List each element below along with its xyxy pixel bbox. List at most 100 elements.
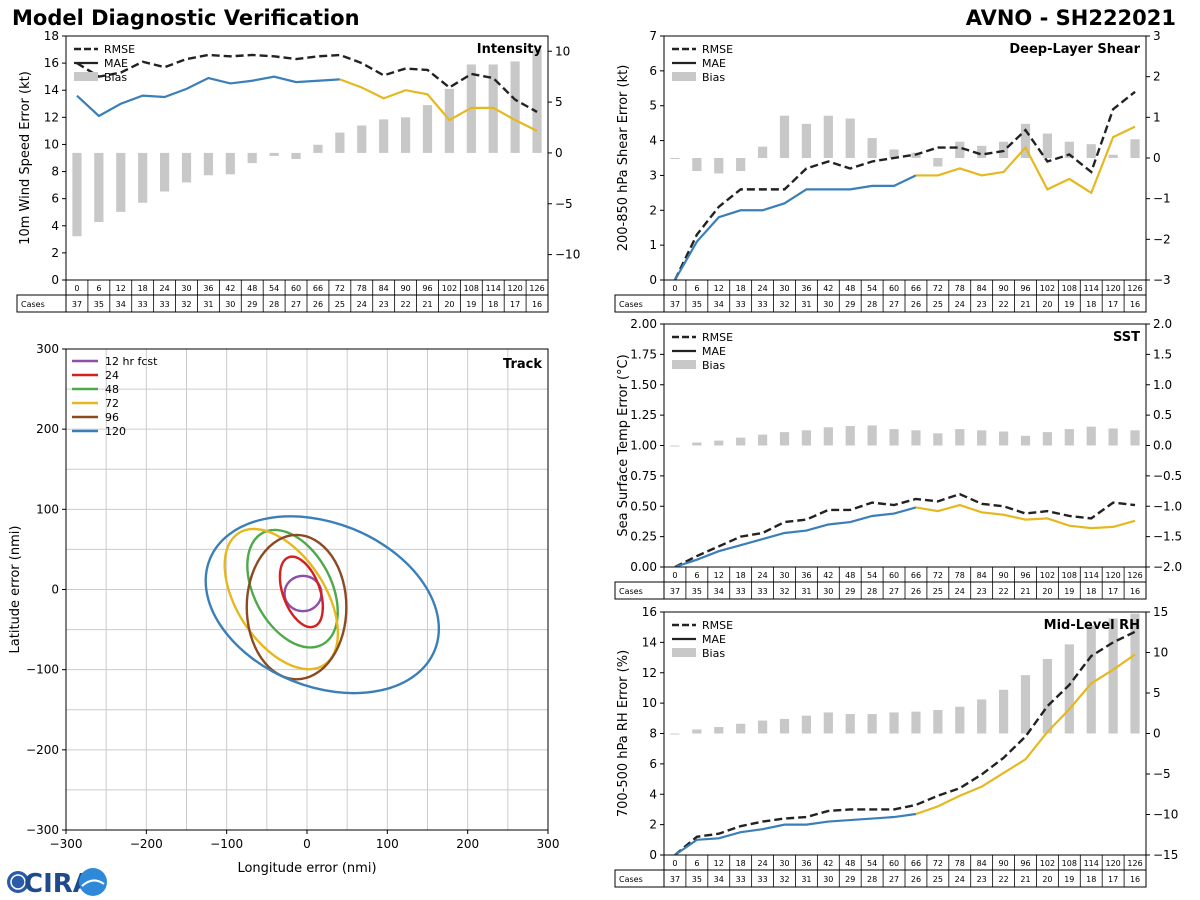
track-ytick-label: 0 xyxy=(51,583,59,597)
sst-case-count: 26 xyxy=(911,587,921,596)
intensity-bias-bar xyxy=(94,152,104,223)
intensity-ytick-label: 0 xyxy=(51,273,59,287)
intensity-hour-label: 90 xyxy=(400,284,410,293)
intensity-case-count: 18 xyxy=(488,300,498,309)
intensity-case-count: 17 xyxy=(510,300,520,309)
sst-y2tick-label: 2.0 xyxy=(1153,317,1172,331)
track-xtick-label: −100 xyxy=(210,837,243,851)
sst-case-count: 22 xyxy=(998,587,1008,596)
sst-ytick-label: 0.75 xyxy=(630,469,657,483)
rh-y2tick-label: −5 xyxy=(1153,767,1171,781)
intensity-case-count: 26 xyxy=(313,300,323,309)
intensity-y2tick-label: −10 xyxy=(555,248,580,262)
intensity-ytick-label: 12 xyxy=(44,110,59,124)
rh-bias-bar xyxy=(1042,658,1053,734)
rh-hour-label: 54 xyxy=(867,859,877,868)
track-legend-label: 96 xyxy=(105,411,119,424)
track-ytick-label: −300 xyxy=(26,823,59,837)
shear-hour-label: 30 xyxy=(779,284,789,293)
sst-case-count: 24 xyxy=(955,587,965,596)
rh-case-count: 23 xyxy=(977,875,987,884)
intensity-ytick-label: 8 xyxy=(51,165,59,179)
shear-bias-bar xyxy=(867,138,877,158)
rh-hour-label: 60 xyxy=(889,859,899,868)
rh-bias-bar xyxy=(714,727,724,734)
rh-ytick-label: 6 xyxy=(649,757,657,771)
shear-y2tick-label: 1 xyxy=(1153,110,1161,124)
intensity-hour-label: 24 xyxy=(159,284,169,293)
shear-ytick-label: 4 xyxy=(649,134,657,148)
shear-hour-label: 12 xyxy=(714,284,724,293)
sst-case-count: 34 xyxy=(714,587,724,596)
shear-bias-bar xyxy=(692,158,702,172)
shear-bias-bar xyxy=(1020,123,1031,158)
sst-bias-bar xyxy=(823,427,833,446)
rh-bias-bar xyxy=(845,714,855,734)
shear-case-count: 35 xyxy=(692,300,702,309)
sst-case-count: 18 xyxy=(1086,587,1096,596)
rh-hour-label: 96 xyxy=(1020,859,1030,868)
rh-hour-label: 90 xyxy=(998,859,1008,868)
sst-bias-bar xyxy=(1020,435,1031,446)
shear-hour-label: 48 xyxy=(845,284,855,293)
rh-hour-label: 42 xyxy=(823,859,833,868)
shear-hour-label: 108 xyxy=(1062,284,1077,293)
page-title: Model Diagnostic Verification xyxy=(12,6,360,30)
intensity-bias-bar xyxy=(532,49,542,153)
sst-y2tick-label: 0.5 xyxy=(1153,408,1172,422)
sst-case-count: 32 xyxy=(779,587,789,596)
sst-hour-label: 90 xyxy=(998,571,1008,580)
rh-rmse-line xyxy=(674,630,1136,856)
sst-ytick-label: 0.50 xyxy=(630,499,657,513)
rh-ytick-label: 8 xyxy=(649,727,657,741)
intensity-case-count: 35 xyxy=(94,300,104,309)
intensity-bias-bar xyxy=(357,125,367,153)
sst-case-count: 27 xyxy=(889,587,899,596)
shear-y2tick-label: 0 xyxy=(1153,151,1161,165)
shear-case-count: 28 xyxy=(867,300,877,309)
intensity-ytick-label: 4 xyxy=(51,219,59,233)
shear-bias-bar xyxy=(933,158,943,167)
rh-hour-label: 72 xyxy=(933,859,943,868)
shear-legend-rmse: RMSE xyxy=(702,43,733,56)
intensity-hour-label: 108 xyxy=(464,284,479,293)
intensity-mae-line-late xyxy=(339,78,538,132)
shear-bias-bar xyxy=(757,146,768,158)
rh-bias-bar xyxy=(801,715,812,734)
rh-bias-bar xyxy=(867,714,877,734)
rh-hour-label: 30 xyxy=(779,859,789,868)
rh-hour-label: 18 xyxy=(736,859,746,868)
rh-mae-line-late xyxy=(915,653,1136,816)
sst-hour-label: 72 xyxy=(933,571,943,580)
sst-bias-bar xyxy=(845,426,855,446)
intensity-case-count: 33 xyxy=(159,300,169,309)
shear-ylabel: 200-850 hPa Shear Error (kt) xyxy=(616,65,631,252)
intensity-y2tick-label: 5 xyxy=(555,95,563,109)
rh-case-count: 25 xyxy=(933,875,943,884)
shear-case-count: 18 xyxy=(1086,300,1096,309)
intensity-case-count: 34 xyxy=(116,300,126,309)
shear-ytick-label: 7 xyxy=(649,29,657,43)
sst-bias-bar xyxy=(867,425,877,446)
track-ylabel: Latitude error (nmi) xyxy=(8,526,23,654)
intensity-bias-bar xyxy=(291,152,301,160)
track-ytick-label: −200 xyxy=(26,743,59,757)
rh-case-count: 28 xyxy=(867,875,877,884)
rh-bias-bar xyxy=(933,710,943,734)
rh-case-count: 21 xyxy=(1020,875,1030,884)
shear-cases-row xyxy=(614,294,1147,313)
intensity-hour-label: 54 xyxy=(269,284,279,293)
intensity-y2tick-label: −5 xyxy=(555,197,573,211)
sst-bias-bar xyxy=(1086,426,1096,446)
track-title: Track xyxy=(503,357,542,372)
rh-bias-bar xyxy=(1020,675,1031,734)
cira-logo-globe xyxy=(7,871,29,893)
intensity-hour-label: 96 xyxy=(422,284,432,293)
rh-case-count: 33 xyxy=(757,875,767,884)
shear-case-count: 19 xyxy=(1064,300,1074,309)
shear-bias-bar xyxy=(1042,133,1053,158)
rh-hour-label: 78 xyxy=(955,859,965,868)
intensity-hour-label: 60 xyxy=(291,284,301,293)
intensity-ytick-label: 10 xyxy=(44,137,59,151)
